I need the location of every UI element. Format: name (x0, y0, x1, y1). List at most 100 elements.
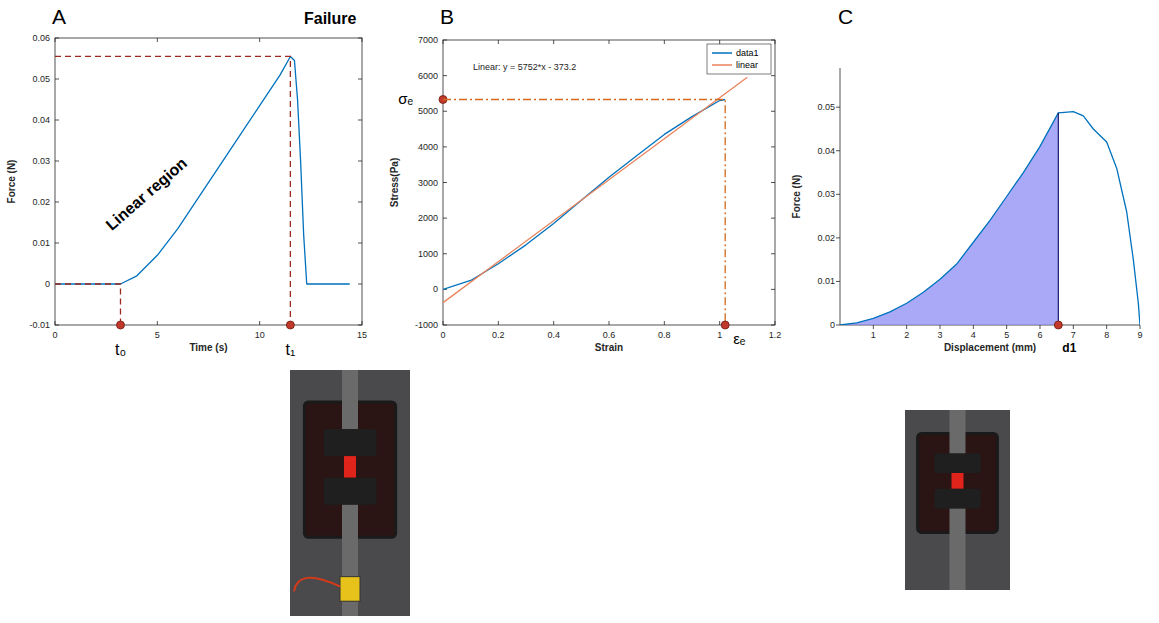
guide-line (443, 99, 725, 325)
y-tick (55, 325, 59, 326)
y-tick (443, 40, 447, 41)
photo-clamp (934, 489, 980, 509)
x-tick (157, 321, 158, 325)
photo-specimen (952, 473, 964, 489)
x-tick (906, 325, 907, 329)
x-tick (1140, 325, 1141, 329)
photo (905, 410, 1010, 590)
legend-box (707, 44, 771, 74)
plot-frame (443, 40, 775, 325)
y-tick (55, 79, 59, 80)
annotations: Linear: y = 5752*x - 373.2 σₑ εₑ (398, 62, 746, 347)
annotation-label: σₑ (398, 90, 413, 107)
y-tick-label: 7000 (418, 35, 438, 45)
y-tick-label: 0.01 (32, 238, 50, 248)
y-tick (836, 107, 840, 108)
y-tick-right (358, 38, 362, 39)
boundary-line (1058, 113, 1059, 325)
legend-swatch (712, 52, 732, 54)
x-tick (55, 321, 56, 325)
y-tick (443, 218, 447, 219)
x-tick (775, 321, 776, 325)
legend-label: linear (736, 60, 758, 70)
x-tick (1006, 325, 1007, 329)
y-tick (55, 38, 59, 39)
y-tick-right (771, 253, 775, 254)
y-tick (836, 150, 840, 151)
x-tick-top (498, 40, 499, 44)
photo-bg (905, 410, 1010, 590)
y-tick (443, 325, 447, 326)
x-tick (553, 321, 554, 325)
data-area (443, 77, 747, 302)
x-tick-label: 4 (971, 330, 976, 340)
x-tick-label: 5 (155, 330, 160, 340)
y-tick-right (358, 243, 362, 244)
x-tick-label: 7 (1071, 330, 1076, 340)
x-tick-label: 1.2 (769, 330, 782, 340)
y-tick-right (771, 182, 775, 183)
y-tick-label: 0 (45, 279, 50, 289)
marker-dot (286, 321, 294, 329)
x-axis-title: Displacement (mm) (944, 342, 1036, 353)
y-tick (836, 281, 840, 282)
x-tick (719, 321, 720, 325)
y-tick-right (771, 289, 775, 290)
y-tick-right (771, 218, 775, 219)
photo-bg (290, 370, 410, 616)
y-tick-label: 0.05 (817, 102, 835, 112)
y-tick (55, 120, 59, 121)
legend-swatch (712, 64, 732, 66)
x-tick-label: 0.2 (492, 330, 505, 340)
y-tick-label: 0.02 (817, 233, 835, 243)
x-tick-top (553, 40, 554, 44)
y-tick-right (358, 79, 362, 80)
y-tick-right (358, 161, 362, 162)
photo-rod (950, 509, 966, 590)
x-tick-top (775, 40, 776, 44)
x-tick-label: 15 (357, 330, 367, 340)
y-tick-label: 0.04 (817, 146, 835, 156)
data-area (55, 56, 350, 284)
series-line (55, 56, 350, 284)
annotation-label: d1 (1062, 341, 1076, 355)
x-tick-label: 0.8 (658, 330, 671, 340)
annotation-label: Linear: y = 5752*x - 373.2 (473, 62, 576, 72)
annotation-label: t₀ (115, 341, 126, 358)
y-tick (55, 202, 59, 203)
legend: data1linear (707, 44, 771, 74)
panel-label: C (838, 5, 853, 28)
x-tick (259, 321, 260, 325)
x-tick-label: 0 (52, 330, 57, 340)
y-tick (836, 194, 840, 195)
y-tick-right (771, 40, 775, 41)
annotation-label: Failure (304, 10, 357, 27)
x-tick-label: 1 (717, 330, 722, 340)
y-tick-right (358, 325, 362, 326)
annotation-label: t₁ (285, 341, 295, 358)
x-tick (1106, 325, 1107, 329)
photo-cable (294, 578, 340, 592)
y-tick-right (771, 325, 775, 326)
y-tick-label: 0.06 (32, 33, 50, 43)
y-tick-label: 1000 (418, 249, 438, 259)
annotation-label: εₑ (733, 330, 746, 347)
x-tick-label: 0.6 (603, 330, 616, 340)
photo-specimen (344, 456, 356, 478)
y-tick-label: -1000 (415, 320, 438, 330)
figure: A051015-0.0100.010.020.030.040.050.06Tim… (0, 0, 1159, 623)
y-tick-label: -0.01 (29, 320, 50, 330)
annotation-label: Linear region (103, 154, 191, 233)
y-tick-label: 5000 (418, 106, 438, 116)
x-tick (664, 321, 665, 325)
x-tick-label: 5 (1004, 330, 1009, 340)
y-tick (443, 75, 447, 76)
x-tick (1040, 325, 1041, 329)
panel-label: A (52, 5, 66, 28)
x-tick-top (55, 38, 56, 42)
x-tick-label: 2 (904, 330, 909, 340)
shaded-area (840, 113, 1058, 325)
panel-label: B (440, 5, 454, 28)
photo (290, 370, 410, 616)
y-axis (840, 68, 841, 325)
